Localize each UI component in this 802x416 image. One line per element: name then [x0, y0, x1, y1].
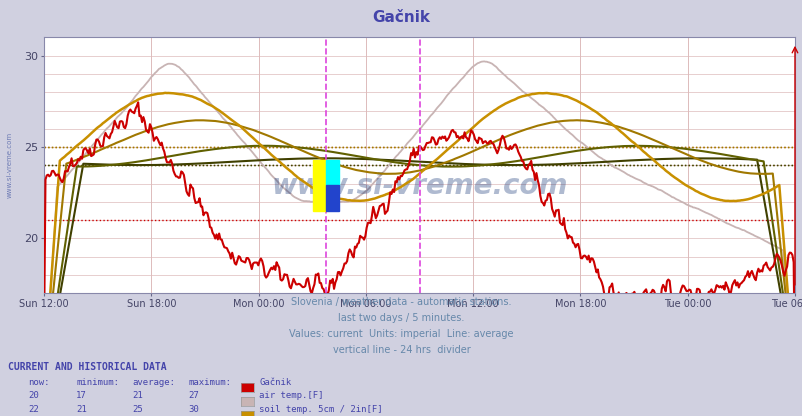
- Text: average:: average:: [132, 378, 176, 387]
- Text: 30: 30: [188, 405, 199, 414]
- Text: 21: 21: [76, 405, 87, 414]
- Text: www.si-vreme.com: www.si-vreme.com: [6, 132, 12, 198]
- Text: Values: current  Units: imperial  Line: average: Values: current Units: imperial Line: av…: [289, 329, 513, 339]
- Text: Slovenia / weather data - automatic stations.: Slovenia / weather data - automatic stat…: [291, 297, 511, 307]
- Text: last two days / 5 minutes.: last two days / 5 minutes.: [338, 313, 464, 323]
- Text: 25: 25: [132, 405, 143, 414]
- Bar: [326, 160, 338, 186]
- Text: soil temp. 5cm / 2in[F]: soil temp. 5cm / 2in[F]: [259, 405, 383, 414]
- Text: www.si-vreme.com: www.si-vreme.com: [271, 172, 567, 200]
- Text: 20: 20: [28, 391, 38, 401]
- Bar: [326, 186, 338, 211]
- Text: 27: 27: [188, 391, 199, 401]
- Text: 21: 21: [132, 391, 143, 401]
- Text: 22: 22: [28, 405, 38, 414]
- Text: minimum:: minimum:: [76, 378, 119, 387]
- Text: maximum:: maximum:: [188, 378, 232, 387]
- Text: now:: now:: [28, 378, 50, 387]
- Text: CURRENT AND HISTORICAL DATA: CURRENT AND HISTORICAL DATA: [8, 362, 167, 372]
- Text: Gačnik: Gačnik: [372, 10, 430, 25]
- Text: vertical line - 24 hrs  divider: vertical line - 24 hrs divider: [332, 345, 470, 355]
- Bar: [312, 160, 326, 211]
- Text: air temp.[F]: air temp.[F]: [259, 391, 323, 401]
- Text: Gačnik: Gačnik: [259, 378, 291, 387]
- Text: 17: 17: [76, 391, 87, 401]
